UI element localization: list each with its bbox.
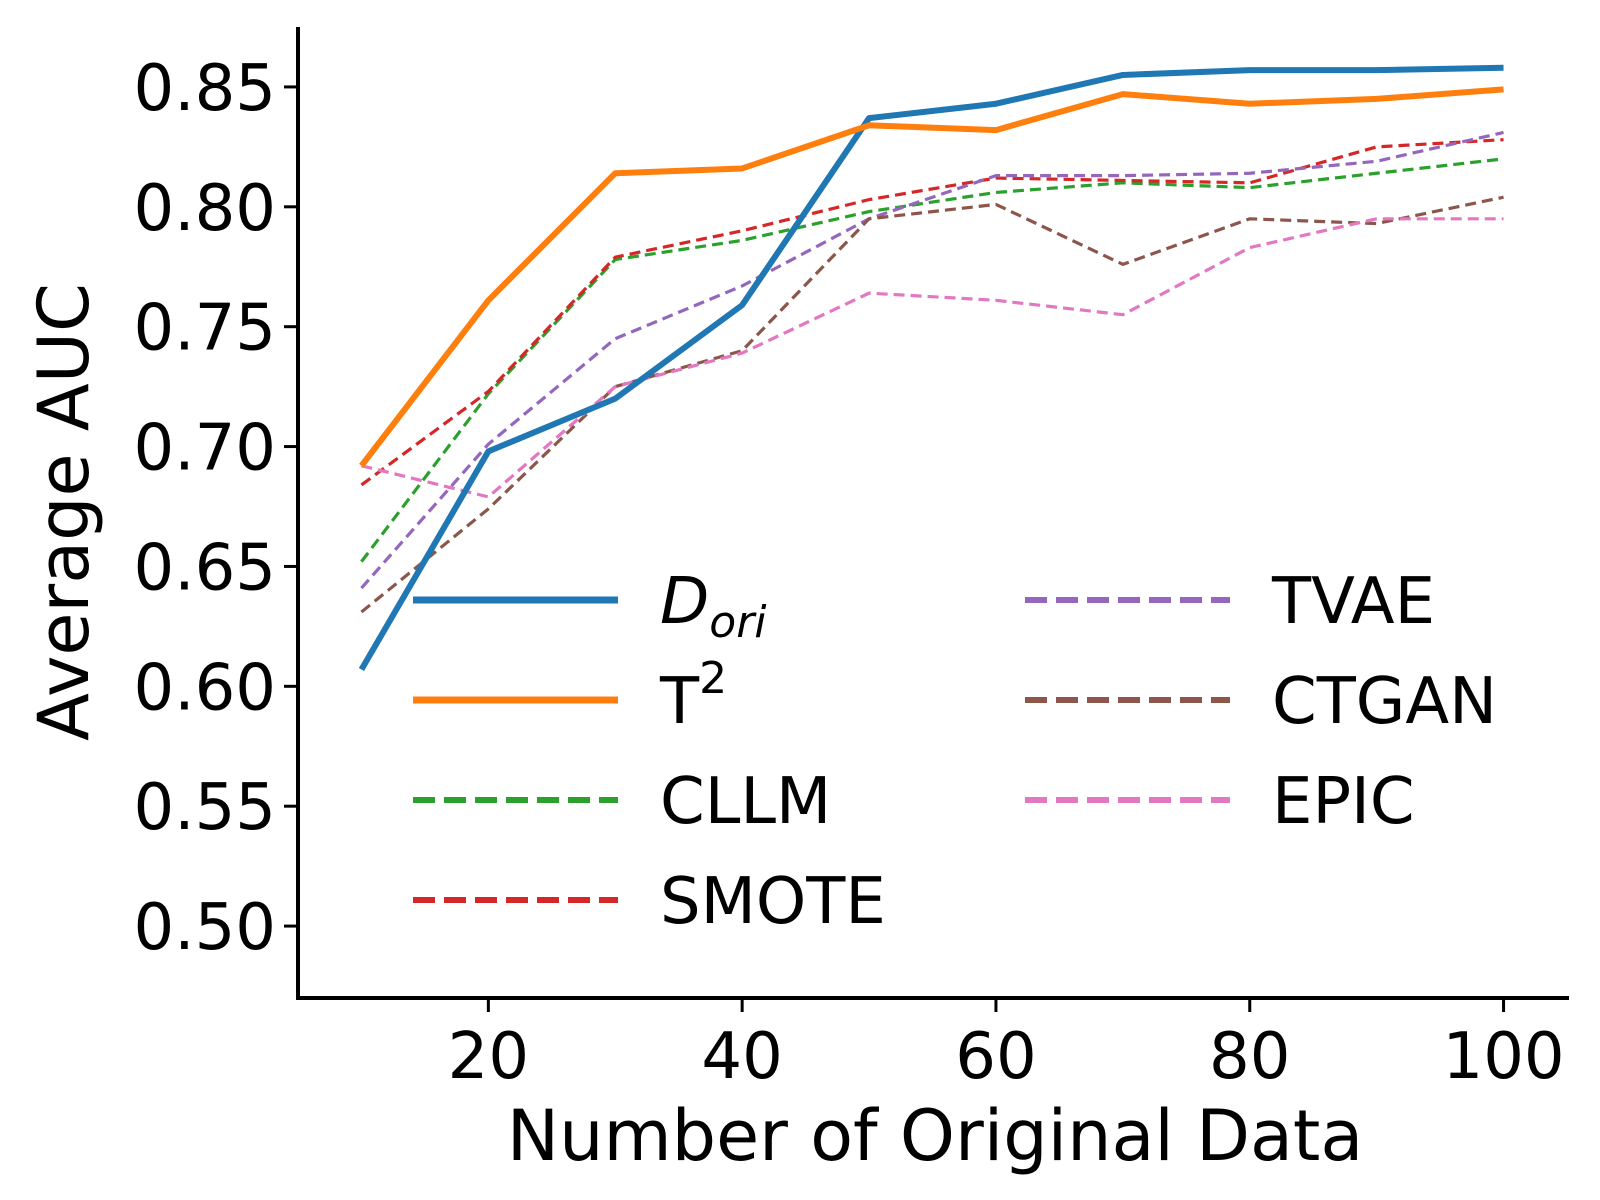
legend-label-text: CTGAN: [1272, 665, 1497, 739]
y-tick-label: 0.55: [134, 771, 277, 845]
x-tick-label: 20: [448, 1020, 529, 1094]
y-tick-label: 0.50: [134, 891, 277, 965]
x-tick-label: 100: [1442, 1020, 1564, 1094]
legend-label: CLLM: [660, 765, 831, 839]
legend-label: Dori: [660, 565, 767, 648]
y-tick-label: 0.80: [134, 172, 277, 246]
legend-label: T2: [659, 653, 727, 739]
axes: [296, 27, 1569, 1000]
legend-label-text: D: [660, 565, 709, 639]
legend-label: EPIC: [1272, 765, 1415, 839]
legend-label-text: EPIC: [1272, 765, 1415, 839]
x-tick-label: 60: [955, 1020, 1036, 1094]
series-line-t-2: [359, 86, 1504, 468]
series-line-smote: [360, 138, 1504, 487]
legend-label-text: T: [659, 665, 700, 739]
x-ticks: 20 40 60 80 100: [448, 998, 1565, 1094]
legend-label-text: CLLM: [660, 765, 831, 839]
legend-label-text: TVAE: [1271, 565, 1435, 639]
x-tick-label: 40: [701, 1020, 782, 1094]
y-tick-label: 0.65: [134, 531, 277, 605]
legend-label-text: SMOTE: [660, 865, 886, 939]
legend-label-subscript: ori: [709, 597, 767, 648]
y-tick-label: 0.85: [134, 52, 277, 126]
legend-label: SMOTE: [660, 865, 886, 939]
y-ticks: 0.50 0.55 0.60 0.65 0.70 0.75 0.80 0.85: [134, 52, 298, 965]
x-axis-label: Number of Original Data: [507, 1095, 1363, 1177]
series-line-tvae: [360, 130, 1504, 590]
series-line-cllm: [360, 157, 1504, 563]
legend-label: CTGAN: [1272, 665, 1497, 739]
y-tick-label: 0.70: [134, 412, 277, 486]
series-line-epic: [361, 217, 1504, 499]
series-line-d-ori: [358, 64, 1504, 672]
series-line-ctgan: [360, 195, 1504, 614]
plot-lines: [358, 64, 1504, 672]
y-axis-label: Average AUC: [23, 283, 105, 741]
y-tick-label: 0.75: [134, 292, 277, 366]
legend-label-superscript: 2: [699, 653, 727, 704]
y-tick-label: 0.60: [134, 651, 277, 725]
x-tick-label: 80: [1209, 1020, 1290, 1094]
legend-label: TVAE: [1271, 565, 1435, 639]
